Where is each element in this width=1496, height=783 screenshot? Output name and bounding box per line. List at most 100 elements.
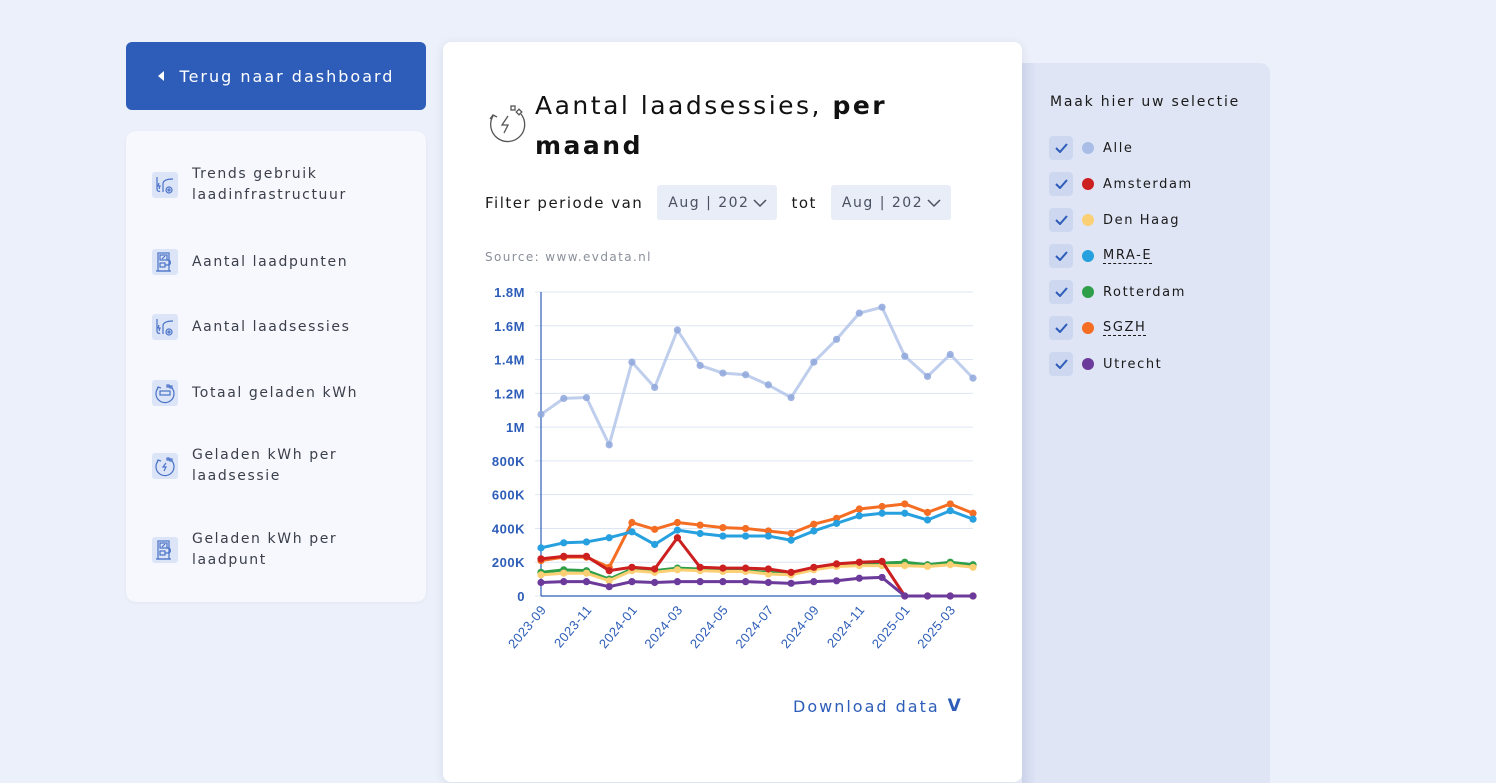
- sidebar-item-label: Geladen kWh per laadsessie: [192, 447, 338, 484]
- chevron-down-icon: [753, 198, 767, 207]
- x-tick-label: 2024-09: [778, 602, 822, 651]
- x-tick-label: 2025-03: [914, 602, 958, 651]
- data-point-sgzh: [787, 529, 795, 538]
- series-color-dot: [1082, 322, 1094, 334]
- checkmark-icon: [1054, 287, 1068, 297]
- x-tick-label: 2024-01: [596, 602, 640, 651]
- selection-item-mra-e[interactable]: MRA-E: [1049, 244, 1153, 268]
- chart-header: Aantal laadsessies, per maand: [485, 86, 905, 166]
- data-point-alle: [719, 369, 727, 377]
- y-tick-label: 1.4M: [494, 353, 525, 368]
- sidebar-item-kwh-per-sessie[interactable]: Geladen kWh per laadsessie: [152, 445, 362, 487]
- data-point-mra-e: [560, 539, 568, 547]
- data-point-mra-e: [537, 544, 545, 552]
- selection-item-amsterdam[interactable]: Amsterdam: [1049, 172, 1193, 196]
- data-point-utrecht: [901, 592, 909, 600]
- x-tick-label: 2025-01: [869, 602, 913, 651]
- selection-label: MRA-E: [1103, 248, 1153, 264]
- x-tick-label: 2024-07: [732, 602, 776, 651]
- title-regular: Aantal laadsessies,: [535, 91, 822, 120]
- energy-cycle-icon: [152, 453, 178, 479]
- data-point-alle: [742, 371, 750, 379]
- checkbox[interactable]: [1049, 208, 1073, 232]
- data-point-sgzh: [923, 508, 932, 516]
- sidebar-item-laadpunten[interactable]: Aantal laadpunten: [152, 249, 362, 275]
- sidebar-item-trends[interactable]: Trends gebruik laadinfrastructuur: [152, 164, 362, 206]
- checkmark-icon: [1054, 215, 1068, 225]
- checkbox[interactable]: [1049, 172, 1073, 196]
- data-point-amsterdam: [560, 552, 568, 560]
- chevron-down-icon: V: [947, 696, 963, 716]
- period-filter: Filter periode van Aug | 202 tot Aug | 2…: [485, 185, 965, 220]
- checkbox[interactable]: [1049, 352, 1073, 376]
- y-tick-label: 400K: [492, 521, 525, 536]
- data-point-alle: [673, 326, 682, 334]
- data-point-utrecht: [878, 573, 886, 582]
- data-point-amsterdam: [651, 565, 659, 573]
- data-point-alle: [628, 358, 636, 366]
- selection-item-den-haag[interactable]: Den Haag: [1049, 208, 1180, 232]
- y-tick-label: 0: [517, 589, 525, 604]
- data-point-utrecht: [605, 583, 613, 591]
- data-point-sgzh: [764, 527, 772, 535]
- data-point-sgzh: [901, 500, 909, 508]
- data-point-den-haag: [923, 562, 932, 571]
- series-color-dot: [1082, 214, 1094, 226]
- selection-item-sgzh[interactable]: SGZH: [1049, 316, 1147, 340]
- period-to-select[interactable]: Aug | 202: [830, 185, 952, 220]
- filter-label: Filter periode van: [485, 193, 644, 212]
- data-point-amsterdam: [764, 565, 772, 573]
- data-point-utrecht: [787, 579, 795, 587]
- data-point-amsterdam: [628, 563, 636, 571]
- data-point-sgzh: [696, 521, 704, 529]
- data-point-amsterdam: [855, 558, 863, 566]
- data-point-alle: [923, 372, 932, 381]
- checkbox[interactable]: [1049, 136, 1073, 160]
- data-point-amsterdam: [810, 563, 818, 571]
- sidebar-item-laadsessies[interactable]: Aantal laadsessies: [152, 314, 362, 340]
- selection-item-rotterdam[interactable]: Rotterdam: [1049, 280, 1186, 304]
- data-point-mra-e: [878, 509, 886, 517]
- period-from-select[interactable]: Aug | 202: [657, 185, 778, 220]
- data-point-alle: [832, 335, 841, 343]
- selection-item-alle[interactable]: Alle: [1049, 136, 1134, 160]
- data-point-den-haag: [946, 561, 954, 569]
- caret-left-icon: [157, 71, 164, 81]
- data-point-utrecht: [855, 574, 863, 582]
- checkbox[interactable]: [1049, 280, 1073, 304]
- data-point-sgzh: [719, 524, 727, 532]
- back-to-dashboard-button[interactable]: Terug naar dashboard: [126, 42, 426, 110]
- y-tick-label: 1M: [506, 420, 525, 435]
- checkbox[interactable]: [1049, 244, 1073, 268]
- period-from-value: Aug | 202: [668, 194, 750, 211]
- data-point-mra-e: [764, 532, 772, 540]
- series-line-amsterdam: [540, 536, 973, 598]
- y-tick-label: 200K: [492, 555, 525, 570]
- data-point-utrecht: [764, 578, 772, 587]
- data-point-sgzh: [832, 514, 841, 522]
- sidebar-item-totaal-kwh[interactable]: Totaal geladen kWh: [152, 380, 362, 406]
- data-point-alle: [901, 352, 909, 360]
- data-point-mra-e: [742, 532, 750, 540]
- x-tick-label: 2024-11: [824, 602, 868, 650]
- download-data-button[interactable]: Download data V: [793, 696, 963, 716]
- chevron-down-icon: [927, 198, 941, 207]
- checkmark-icon: [1054, 251, 1068, 261]
- data-point-alle: [810, 358, 818, 366]
- data-point-mra-e: [787, 536, 795, 544]
- y-tick-label: 1.2M: [494, 386, 525, 401]
- to-label: tot: [791, 193, 817, 212]
- series-line-mra-e: [540, 509, 974, 550]
- selection-label: Utrecht: [1103, 356, 1163, 372]
- data-point-amsterdam: [582, 552, 591, 560]
- series-line-utrecht: [540, 575, 973, 598]
- selection-item-utrecht[interactable]: Utrecht: [1049, 352, 1162, 376]
- checkbox[interactable]: [1049, 316, 1073, 340]
- data-point-alle: [537, 410, 545, 419]
- chart-card: Aantal laadsessies, per maand Filter per…: [443, 42, 1022, 782]
- data-point-den-haag: [901, 562, 909, 570]
- checkmark-icon: [1054, 323, 1068, 333]
- sidebar-item-kwh-per-laadpunt[interactable]: Geladen kWh per laadpunt: [152, 529, 362, 571]
- series-line-den-haag: [540, 563, 974, 583]
- data-point-den-haag: [605, 577, 613, 585]
